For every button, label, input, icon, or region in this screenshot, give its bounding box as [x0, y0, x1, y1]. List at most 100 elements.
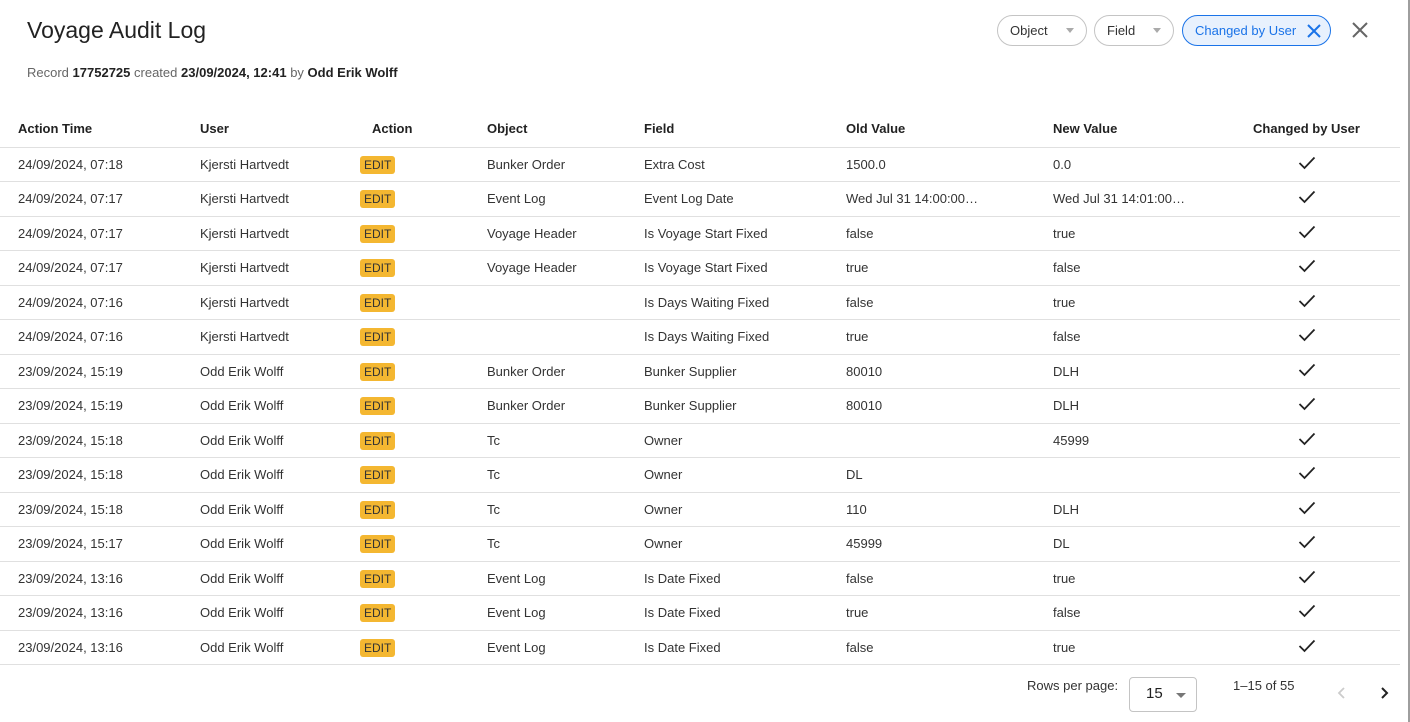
created-label: created [134, 65, 178, 80]
column-header[interactable]: User [200, 111, 360, 148]
cell-field: Owner [644, 492, 846, 527]
changed-by-user-cell [1213, 595, 1400, 631]
cell-object: Tc [487, 492, 644, 527]
table-row[interactable]: 23/09/2024, 13:16 Odd Erik Wolff EDIT Event… [0, 630, 1400, 665]
cell-old-value: true [846, 250, 1053, 286]
cell-field: Bunker Supplier [644, 354, 846, 389]
cell-user: Odd Erik Wolff [200, 492, 360, 527]
filter-label: Object [1010, 23, 1048, 38]
changed-by-user-cell [1213, 354, 1400, 389]
column-header[interactable]: Changed by User [1213, 111, 1400, 148]
cell-new-value: DLH [1053, 492, 1213, 527]
table-row[interactable]: 23/09/2024, 15:19 Odd Erik Wolff EDIT Bunke… [0, 354, 1400, 389]
cell-object: Bunker Order [487, 354, 644, 389]
action-cell: EDIT [360, 388, 487, 424]
action-badge: EDIT [360, 500, 396, 519]
table-row[interactable]: 24/09/2024, 07:16 Kjersti Hartvedt EDIT Is … [0, 285, 1400, 320]
action-badge: EDIT [360, 397, 396, 416]
rows-per-page-value: 15 [1146, 685, 1163, 702]
record-info: Record 17752725 created 23/09/2024, 12:4… [27, 65, 398, 80]
action-cell: EDIT [360, 423, 487, 458]
table-row[interactable]: 24/09/2024, 07:17 Kjersti Hartvedt EDIT Voy… [0, 216, 1400, 251]
action-cell: EDIT [360, 526, 487, 562]
table-row[interactable]: 23/09/2024, 15:18 Odd Erik Wolff EDIT Tc Own… [0, 457, 1400, 493]
cell-field: Owner [644, 457, 846, 493]
cell-field: Is Days Waiting Fixed [644, 319, 846, 355]
column-header[interactable]: Old Value [846, 111, 1053, 148]
clear-filter-icon[interactable] [1306, 23, 1322, 39]
table-row[interactable]: 23/09/2024, 15:18 Odd Erik Wolff EDIT Tc Own… [0, 492, 1400, 527]
cell-old-value: true [846, 319, 1053, 355]
table-row[interactable]: 23/09/2024, 13:16 Odd Erik Wolff EDIT Event… [0, 595, 1400, 631]
table-row[interactable]: 23/09/2024, 15:17 Odd Erik Wolff EDIT Tc Own… [0, 526, 1400, 562]
changed-by-user-cell [1213, 423, 1400, 458]
changed-by-user-cell [1213, 630, 1400, 665]
cell-old-value: false [846, 216, 1053, 251]
cell-object: Voyage Header [487, 216, 644, 251]
cell-user: Odd Erik Wolff [200, 630, 360, 665]
table-row[interactable]: 24/09/2024, 07:16 Kjersti Hartvedt EDIT Is … [0, 319, 1400, 355]
column-header[interactable]: Action [360, 111, 487, 148]
action-badge: EDIT [360, 259, 396, 278]
rows-per-page-select[interactable]: 15 [1129, 677, 1197, 712]
close-icon[interactable] [1350, 20, 1370, 40]
filter-object[interactable]: Object [997, 15, 1087, 46]
action-badge: EDIT [360, 604, 396, 623]
check-icon [1298, 156, 1315, 170]
column-header[interactable]: New Value [1053, 111, 1213, 148]
table-row[interactable]: 24/09/2024, 07:17 Kjersti Hartvedt EDIT Voy… [0, 250, 1400, 286]
table-row[interactable]: 23/09/2024, 15:19 Odd Erik Wolff EDIT Bunke… [0, 388, 1400, 424]
cell-field: Is Voyage Start Fixed [644, 250, 846, 286]
cell-object: Bunker Order [487, 388, 644, 424]
cell-object: Tc [487, 423, 644, 458]
action-badge: EDIT [360, 293, 396, 312]
cell-object [487, 319, 644, 355]
cell-user: Odd Erik Wolff [200, 457, 360, 493]
action-badge: EDIT [360, 155, 396, 174]
action-badge: EDIT [360, 638, 396, 657]
cell-object: Event Log [487, 561, 644, 596]
cell-new-value: Wed Jul 31 14:01:00… [1053, 181, 1213, 217]
changed-by-user-cell [1213, 181, 1400, 217]
action-cell: EDIT [360, 595, 487, 631]
cell-action-time: 23/09/2024, 15:18 [0, 423, 200, 458]
cell-user: Odd Erik Wolff [200, 423, 360, 458]
cell-user: Odd Erik Wolff [200, 354, 360, 389]
cell-object: Event Log [487, 181, 644, 217]
action-cell: EDIT [360, 285, 487, 320]
check-icon [1298, 501, 1315, 515]
record-label: Record [27, 65, 69, 80]
cell-new-value: DLH [1053, 354, 1213, 389]
action-badge: EDIT [360, 535, 396, 554]
cell-new-value: 45999 [1053, 423, 1213, 458]
table-row[interactable]: 24/09/2024, 07:18 Kjersti Hartvedt EDIT Bun… [0, 147, 1400, 182]
check-icon [1298, 260, 1315, 273]
check-icon [1298, 191, 1315, 204]
cell-object: Event Log [487, 595, 644, 631]
changed-by-user-cell [1213, 319, 1400, 355]
by-label: by [290, 65, 304, 80]
cell-action-time: 23/09/2024, 15:19 [0, 388, 200, 424]
cell-object: Event Log [487, 630, 644, 665]
cell-new-value: true [1053, 216, 1213, 251]
changed-by-user-cell [1213, 388, 1400, 424]
cell-old-value: true [846, 595, 1053, 631]
column-header[interactable]: Field [644, 111, 846, 148]
table-row[interactable]: 23/09/2024, 15:18 Odd Erik Wolff EDIT Tc Own… [0, 423, 1400, 458]
table-row[interactable]: 24/09/2024, 07:17 Kjersti Hartvedt EDIT Eve… [0, 181, 1400, 217]
table-row[interactable]: 23/09/2024, 13:16 Odd Erik Wolff EDIT Event… [0, 561, 1400, 596]
created-at: 23/09/2024, 12:41 [181, 65, 287, 80]
cell-old-value: Wed Jul 31 14:00:00… [846, 181, 1053, 217]
column-header[interactable]: Object [487, 111, 644, 148]
caret-down-icon [1176, 693, 1186, 698]
action-badge: EDIT [360, 466, 396, 485]
filter-field[interactable]: Field [1094, 15, 1175, 46]
action-cell: EDIT [360, 250, 487, 286]
cell-field: Owner [644, 423, 846, 458]
filter-changed-by-user[interactable]: Changed by User [1182, 15, 1332, 46]
next-page-icon[interactable] [1378, 686, 1390, 700]
cell-old-value: 1500.0 [846, 147, 1053, 182]
column-header[interactable]: Action Time [0, 111, 200, 148]
changed-by-user-cell [1213, 216, 1400, 251]
prev-page-icon[interactable] [1336, 686, 1348, 700]
